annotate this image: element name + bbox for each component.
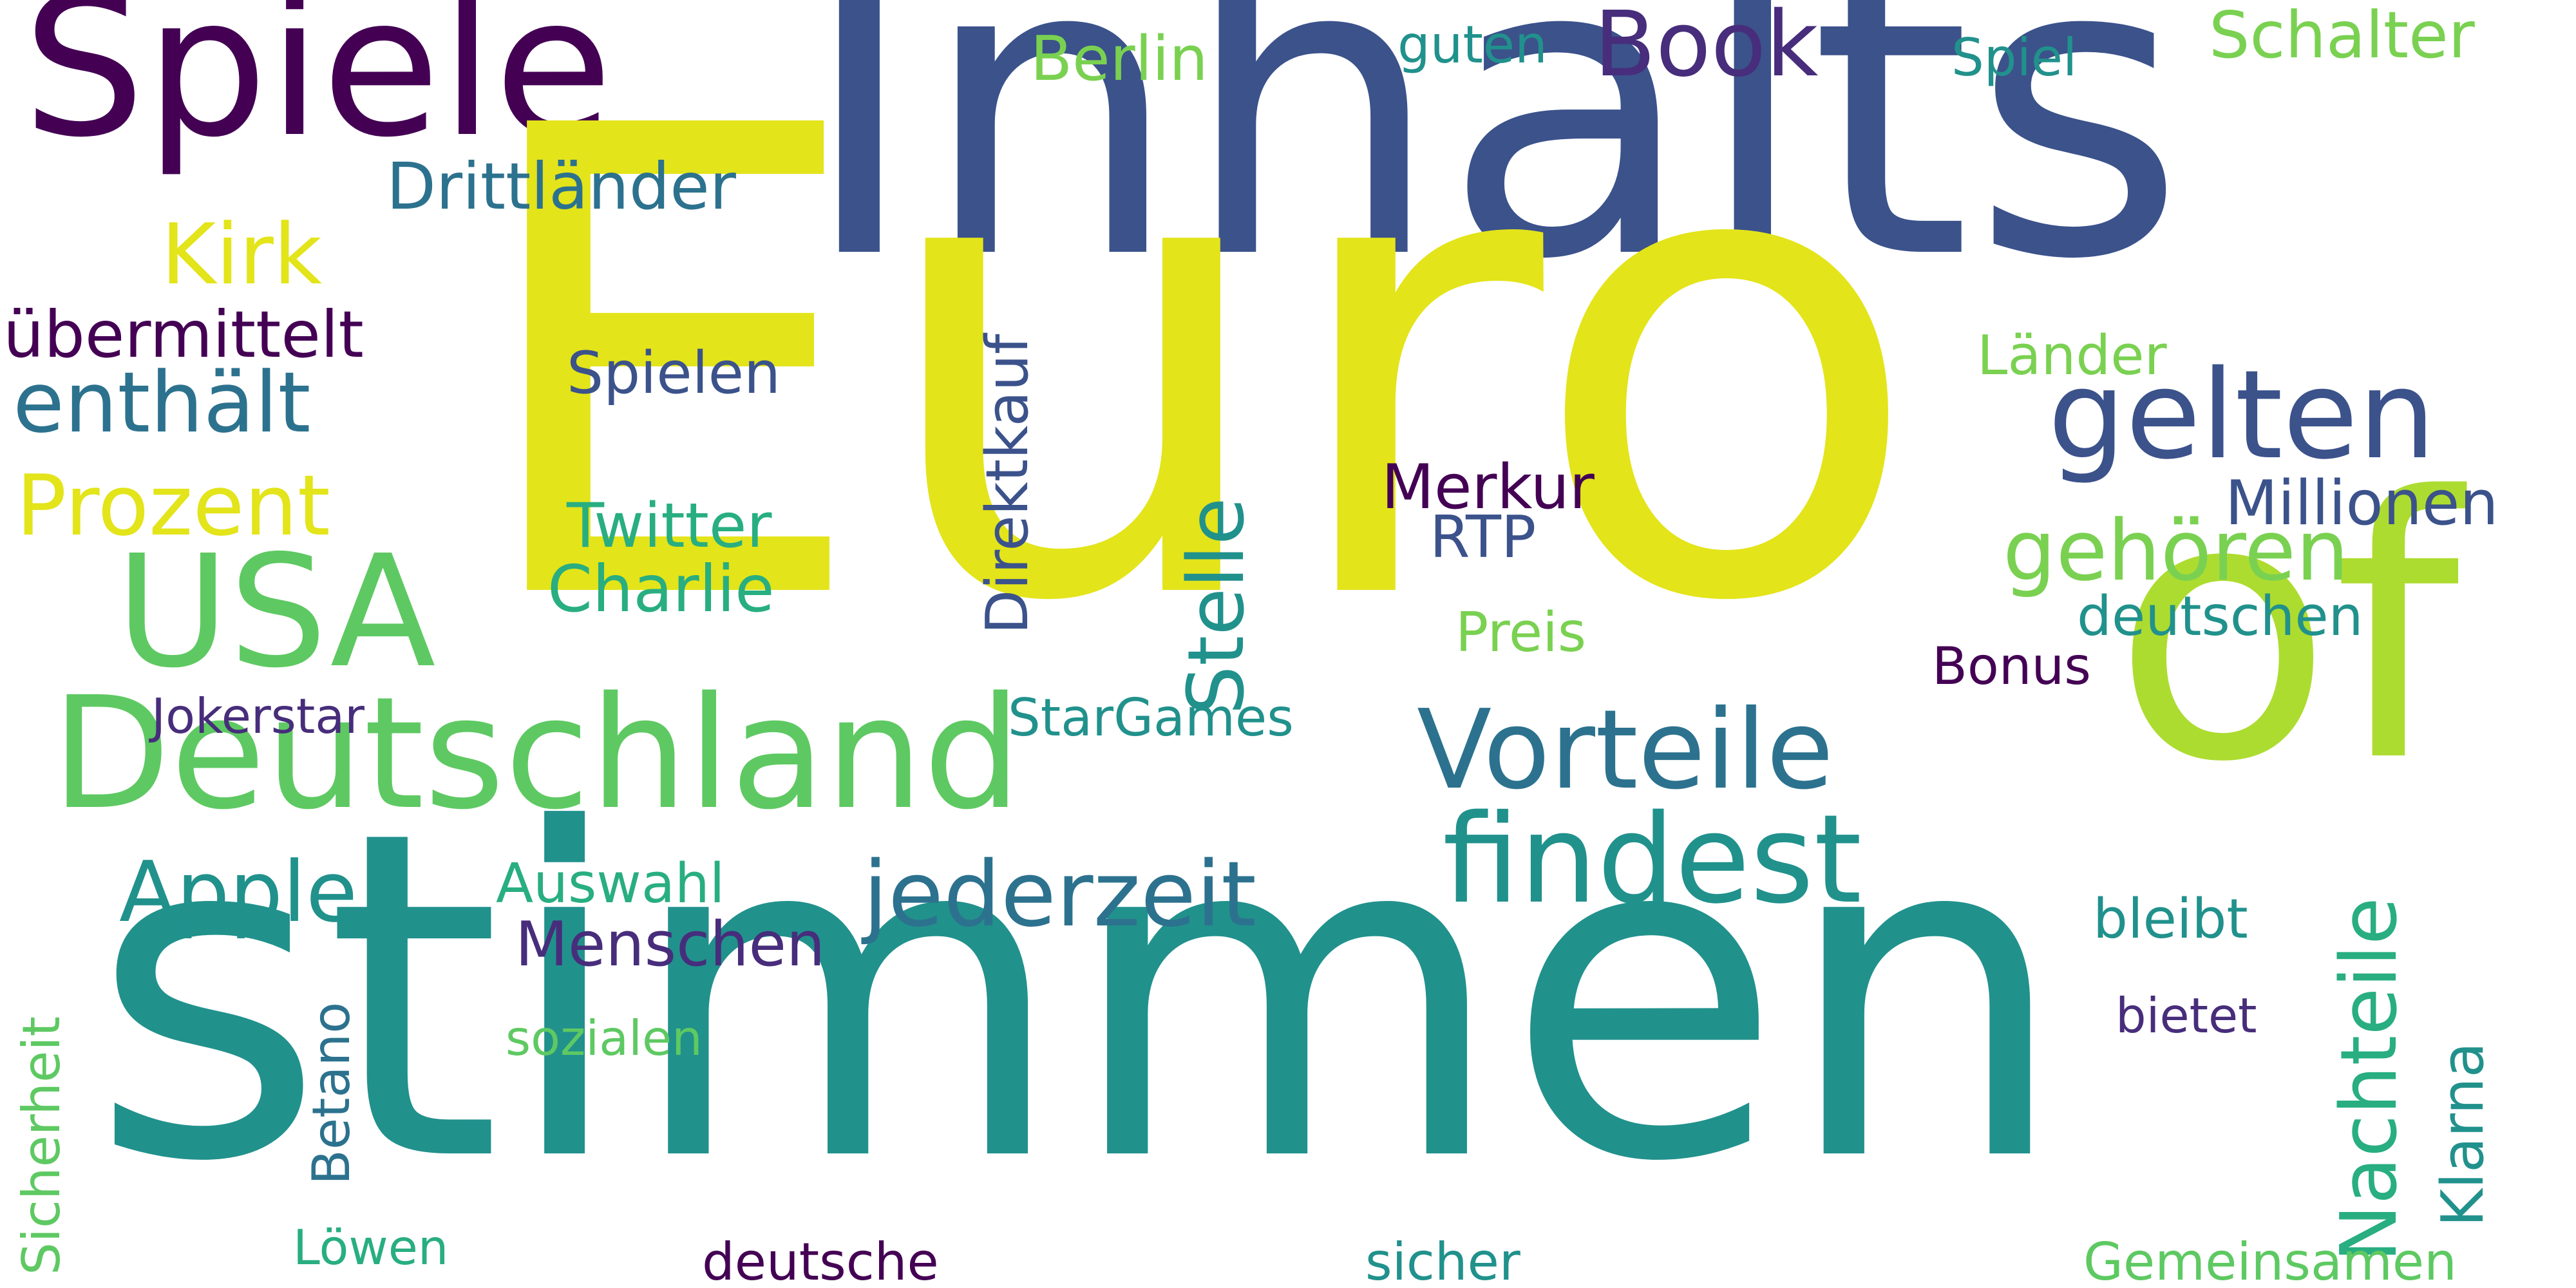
word-preis: Preis (1455, 601, 1587, 665)
word-deutsche: deutsche (702, 1232, 939, 1288)
word-loewen: Löwen (293, 1219, 449, 1276)
word-stelle: Stelle (1172, 497, 1262, 715)
word-guten: guten (1397, 15, 1548, 75)
word-bonus: Bonus (1932, 636, 2091, 696)
word-prozent: Prozent (16, 457, 330, 554)
word-charlie: Charlie (547, 551, 775, 627)
word-sicherheit: Sicherheit (12, 1016, 71, 1275)
word-deutschland: Deutschland (52, 663, 1021, 844)
word-laender: Länder (1977, 324, 2167, 388)
word-spiel: Spiel (1951, 28, 2078, 88)
word-startgames: StarGames (1008, 688, 1294, 748)
word-gelten: gelten (2048, 344, 2436, 486)
word-berlin: Berlin (1030, 24, 1208, 95)
word-bleibt: bleibt (2093, 887, 2248, 951)
word-twitter: Twitter (567, 491, 772, 562)
word-kirk: Kirk (161, 205, 323, 303)
word-auswahl: Auswahl (496, 852, 725, 916)
word-vorteile: Vorteile (1417, 687, 1834, 814)
word-gemeinsamen: Gemeinsamen (2083, 1232, 2457, 1288)
word-nachteile: Nachteile (2325, 897, 2414, 1262)
word-gehoeren: gehören (2003, 502, 2349, 600)
word-spielen: Spielen (567, 339, 781, 407)
word-usa: USA (116, 522, 436, 702)
word-klarna: Klarna (2429, 1042, 2497, 1227)
word-schalter: Schalter (2209, 0, 2475, 73)
word-inhalts: Inhalts (799, 0, 2186, 349)
word-sozialen: sozialen (506, 1010, 703, 1066)
word-menschen: Menschen (515, 909, 826, 980)
word-jokerstar: Jokerstar (151, 688, 365, 744)
word-jederzeit: jederzeit (863, 842, 1256, 947)
word-book: Book (1594, 0, 1819, 97)
word-direktkauf: Direktkauf (974, 334, 1041, 634)
word-millionen: Millionen (2225, 468, 2499, 539)
word-apple: Apple (119, 843, 358, 941)
word-stimmen: stimmen (90, 735, 2069, 1260)
word-betano: Betano (301, 1001, 361, 1185)
word-of: of (2112, 421, 2460, 841)
word-sicher: sicher (1365, 1232, 1520, 1288)
word-bietet: bietet (2116, 987, 2257, 1044)
word-uebermittelt: übermittelt (3, 297, 364, 372)
word-deutschen: deutschen (2077, 585, 2363, 649)
word-spiele: Spiele (23, 0, 613, 180)
word-merkur: Merkur (1381, 452, 1595, 523)
word-enthaelt: enthält (13, 354, 311, 451)
word-euro: Euro (464, 0, 1924, 742)
word-rtp: RTP (1430, 504, 1537, 571)
word-drittlaender: Drittländer (386, 149, 736, 224)
word-findest: findest (1443, 788, 1862, 931)
